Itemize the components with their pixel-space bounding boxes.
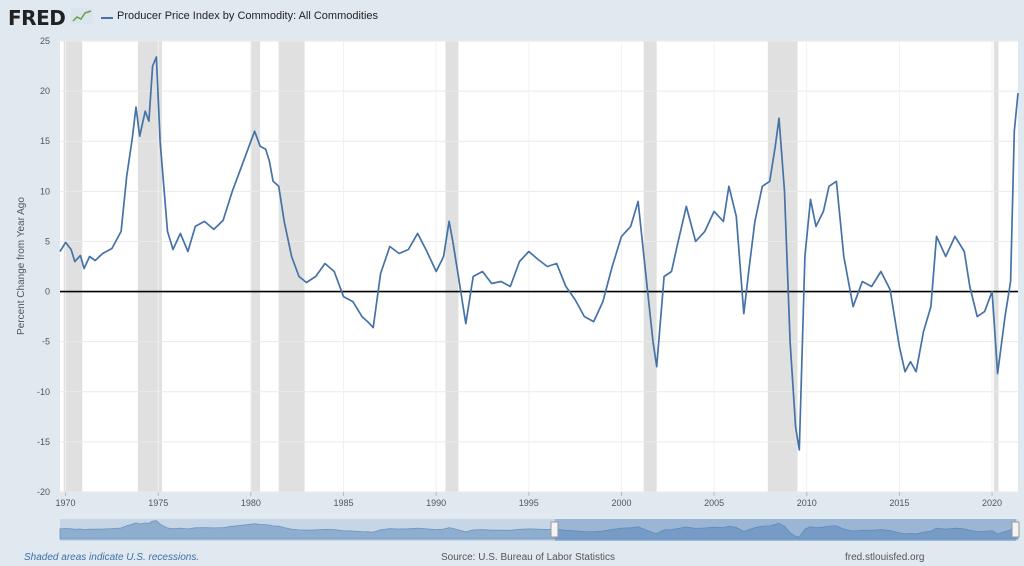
recession-band-7 (993, 41, 999, 492)
range-navigator[interactable] (59, 519, 1020, 541)
site-link[interactable]: fred.stlouisfed.org (845, 552, 925, 563)
x-tick-label: 1980 (241, 498, 261, 508)
series-line[interactable] (59, 56, 1019, 451)
x-tick-label: 2000 (611, 498, 631, 508)
y-tick-label: -15 (37, 437, 50, 447)
legend-swatch (101, 17, 113, 19)
x-tick-label: 1985 (333, 498, 353, 508)
y-tick-label: -5 (42, 337, 50, 347)
x-tick-label: 2015 (889, 498, 909, 508)
navigator-series (59, 520, 1019, 540)
x-tick-label: 2010 (797, 498, 817, 508)
recession-band-2 (250, 41, 261, 492)
x-tick-label: 1970 (56, 498, 76, 508)
y-tick-label: 0 (45, 287, 50, 297)
y-tick-label: 20 (40, 86, 50, 96)
recession-band-4 (445, 41, 459, 492)
line-graph-icon (71, 8, 93, 24)
x-tick-label: 1995 (519, 498, 539, 508)
plot-background (60, 41, 1018, 492)
legend-label[interactable]: Producer Price Index by Commodity: All C… (117, 10, 379, 22)
recession-band-6 (767, 41, 798, 492)
navigator-selection[interactable] (555, 519, 1016, 541)
chart-header: FRED Producer Price Index by Commodity: … (0, 0, 1024, 36)
recession-bands (63, 41, 999, 492)
x-axis-ticks: 1970 1975 1980 1985 1990 1995 2000 2005 2010 2015… (56, 492, 1002, 508)
x-tick-label: 1975 (148, 498, 168, 508)
y-tick-label: 15 (40, 136, 50, 146)
y-axis-ticks: 25 20 15 10 5 0 -5 -10 -15 -20 (37, 36, 50, 497)
y-tick-label: -20 (37, 487, 50, 497)
x-tick-label: 2020 (982, 498, 1002, 508)
y-tick-label: -10 (37, 387, 50, 397)
recession-band-5 (643, 41, 657, 492)
x-tick-label: 2005 (704, 498, 724, 508)
recession-band-0 (63, 41, 83, 492)
fred-logo[interactable]: FRED (8, 6, 66, 30)
y-tick-label: 10 (40, 186, 50, 196)
y-tick-label: 5 (45, 236, 50, 246)
navigator-left-handle[interactable] (550, 521, 559, 538)
y-tick-label: 25 (40, 36, 50, 46)
gridlines (60, 40, 1018, 493)
recession-band-3 (278, 41, 305, 492)
x-tick-label: 1990 (426, 498, 446, 508)
recession-note: Shaded areas indicate U.S. recessions. (24, 552, 200, 563)
source-note: Source: U.S. Bureau of Labor Statistics (441, 552, 615, 563)
navigator-right-handle[interactable] (1011, 521, 1020, 538)
y-axis-label: Percent Change from Year Ago (16, 197, 27, 335)
